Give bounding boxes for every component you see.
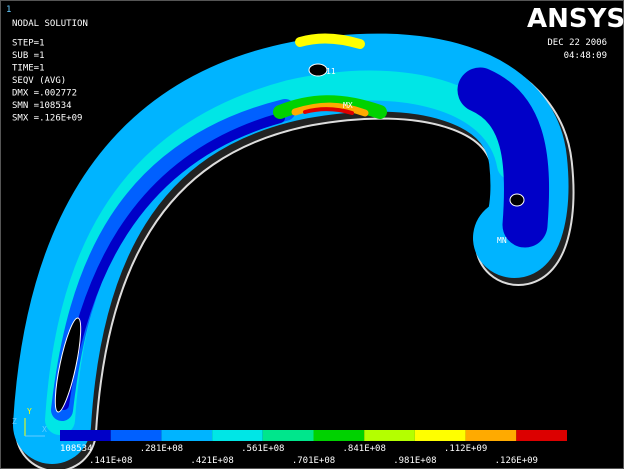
legend-swatch (212, 430, 263, 441)
legend-swatch (414, 430, 466, 441)
info-line: SEQV (AVG) (12, 76, 66, 86)
info-line: SMN =108534 (12, 101, 72, 111)
legend-label: .561E+08 (241, 444, 284, 454)
axis-y: Y (27, 407, 32, 416)
min-marker: MN (497, 236, 507, 245)
legend-swatch (262, 430, 314, 441)
legend-label: .841E+08 (343, 444, 386, 454)
legend-swatch (313, 430, 365, 441)
info-line: SUB =1 (12, 51, 45, 61)
legend-label: .981E+08 (393, 456, 436, 466)
logo: ANSYS (527, 4, 624, 34)
legend-swatch (60, 430, 111, 441)
legend-label: .112E+09 (444, 444, 487, 454)
legend: 108534 .141E+08 .281E+08 .421E+08 .561E+08 .7… (60, 430, 567, 466)
legend-label: .126E+09 (495, 456, 538, 466)
legend-swatch (364, 430, 415, 441)
node-marker: 11 (326, 67, 336, 76)
model (13, 33, 575, 469)
legend-label: 108534 (60, 444, 93, 454)
info-line: STEP=1 (12, 39, 45, 49)
legend-label: .421E+08 (190, 456, 233, 466)
legend-swatch (465, 430, 517, 441)
info-line: SMX =.126E+09 (12, 114, 82, 124)
info-line: NODAL SOLUTION (12, 19, 88, 29)
info-line: TIME=1 (12, 64, 45, 74)
legend-label: .701E+08 (292, 456, 335, 466)
axis-z: Z (12, 417, 17, 426)
time: 04:48:09 (564, 51, 607, 61)
legend-swatch (110, 430, 162, 441)
legend-swatch (161, 430, 213, 441)
legend-swatch (516, 430, 567, 441)
max-marker: MX (343, 101, 353, 110)
legend-label: .281E+08 (140, 444, 183, 454)
info-line: DMX =.002772 (12, 89, 77, 99)
axis-x: X (42, 425, 47, 434)
date: DEC 22 2006 (547, 38, 607, 48)
legend-label: .141E+08 (89, 456, 132, 466)
viewport-number: 1 (6, 5, 11, 15)
